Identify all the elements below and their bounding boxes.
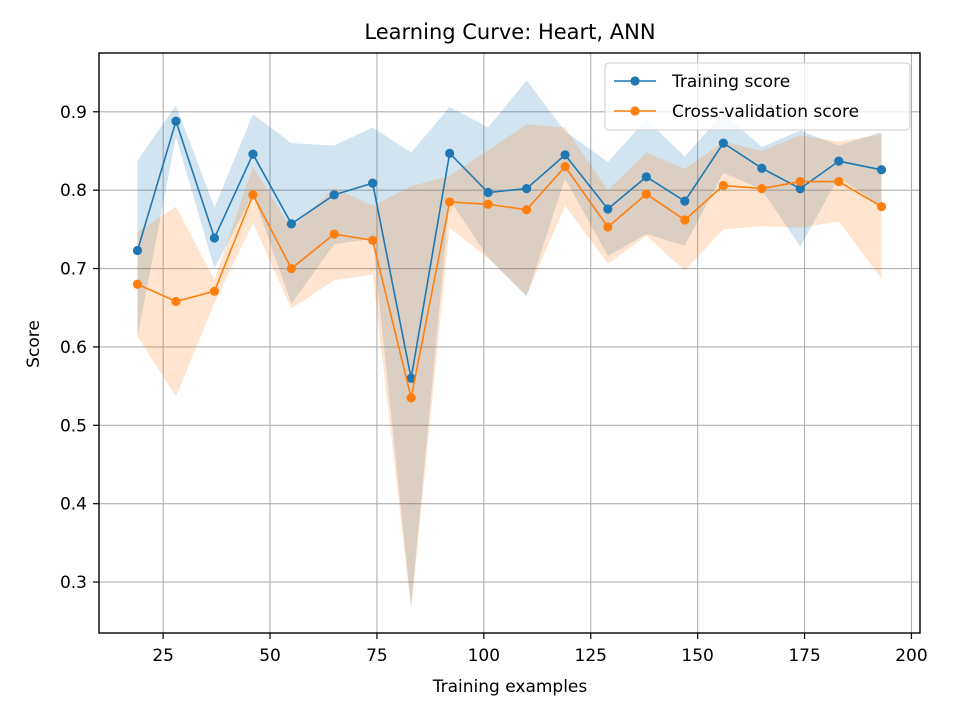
legend-swatch-marker — [630, 76, 640, 86]
chart-title: Learning Curve: Heart, ANN — [364, 20, 655, 44]
series-1-point — [680, 215, 690, 225]
series-1-point — [603, 222, 613, 232]
series-0-point — [795, 183, 805, 194]
series-1-point — [834, 176, 844, 187]
series-0-point — [286, 219, 297, 229]
series-0-point — [522, 183, 532, 194]
series-0-point — [171, 116, 181, 126]
x-tick-label: 75 — [366, 646, 388, 666]
series-0-point — [834, 156, 844, 166]
series-1-std-band — [137, 124, 882, 610]
plot-frame — [98, 52, 921, 634]
series-0-point — [641, 172, 651, 182]
series-1-point — [209, 286, 220, 296]
plot-area: 25 50 75 100 125 150 175 200 0.3 0.4 0.5 0.6 0.7 0.8 0… — [60, 52, 928, 666]
series-0-point — [876, 165, 887, 175]
legend-entry-label: Cross-validation score — [672, 102, 859, 122]
x-axis-label: Training examples — [432, 677, 588, 697]
series-0-point — [718, 138, 728, 148]
series-1-point — [522, 205, 532, 215]
series-1-point — [560, 162, 570, 172]
x-tick-label: 100 — [468, 646, 500, 666]
series-1-point — [483, 199, 493, 209]
series-1-point — [329, 229, 339, 239]
series-0-point — [329, 190, 339, 200]
legend-box — [604, 62, 911, 131]
x-tick-label: 175 — [788, 646, 820, 666]
series-1-point — [171, 296, 181, 307]
series-1-point — [132, 279, 143, 289]
series-0-point — [209, 233, 220, 243]
series-0-point — [560, 150, 570, 160]
series-1-point — [876, 202, 887, 212]
series-0-point — [248, 149, 258, 159]
y-tick-label: 0.5 — [60, 416, 87, 436]
series-0-point — [445, 148, 455, 158]
y-tick-label: 0.7 — [60, 260, 87, 280]
series-0-point — [680, 196, 690, 206]
series-0-point — [483, 187, 493, 198]
legend: Training score Cross-validation score — [604, 62, 911, 131]
series-1-point — [248, 190, 258, 200]
y-tick-label: 0.4 — [60, 495, 87, 515]
series-0-point — [603, 204, 613, 214]
series-0-point — [757, 163, 767, 173]
series-1-point — [368, 235, 378, 245]
x-tick-label: 150 — [681, 646, 713, 666]
y-tick-label: 0.6 — [60, 338, 87, 358]
series-1-point — [641, 189, 651, 199]
series-0-point — [132, 245, 143, 256]
series-0-std-band — [137, 80, 882, 606]
x-tick-label: 200 — [895, 646, 927, 666]
legend-entry-label: Training score — [671, 72, 790, 92]
y-axis-label: Score — [24, 320, 44, 368]
legend-swatch-marker — [630, 106, 640, 116]
series-1-line — [137, 165, 882, 399]
series-1-point — [286, 263, 297, 274]
series-1-point — [445, 197, 455, 207]
series-0-line — [136, 118, 882, 379]
x-tick-label: 25 — [152, 646, 174, 666]
y-tick-label: 0.3 — [60, 573, 87, 593]
series-0-point — [406, 373, 416, 383]
y-tick-label: 0.8 — [60, 181, 87, 201]
y-tick-label: 0.9 — [60, 103, 87, 123]
x-tick-label: 50 — [259, 646, 281, 666]
series-1-point — [795, 176, 805, 187]
series-1-point — [718, 180, 728, 191]
series-1-point — [406, 393, 416, 403]
series-1-point — [757, 183, 767, 194]
x-tick-label: 125 — [575, 646, 607, 666]
series-0-point — [368, 178, 378, 188]
